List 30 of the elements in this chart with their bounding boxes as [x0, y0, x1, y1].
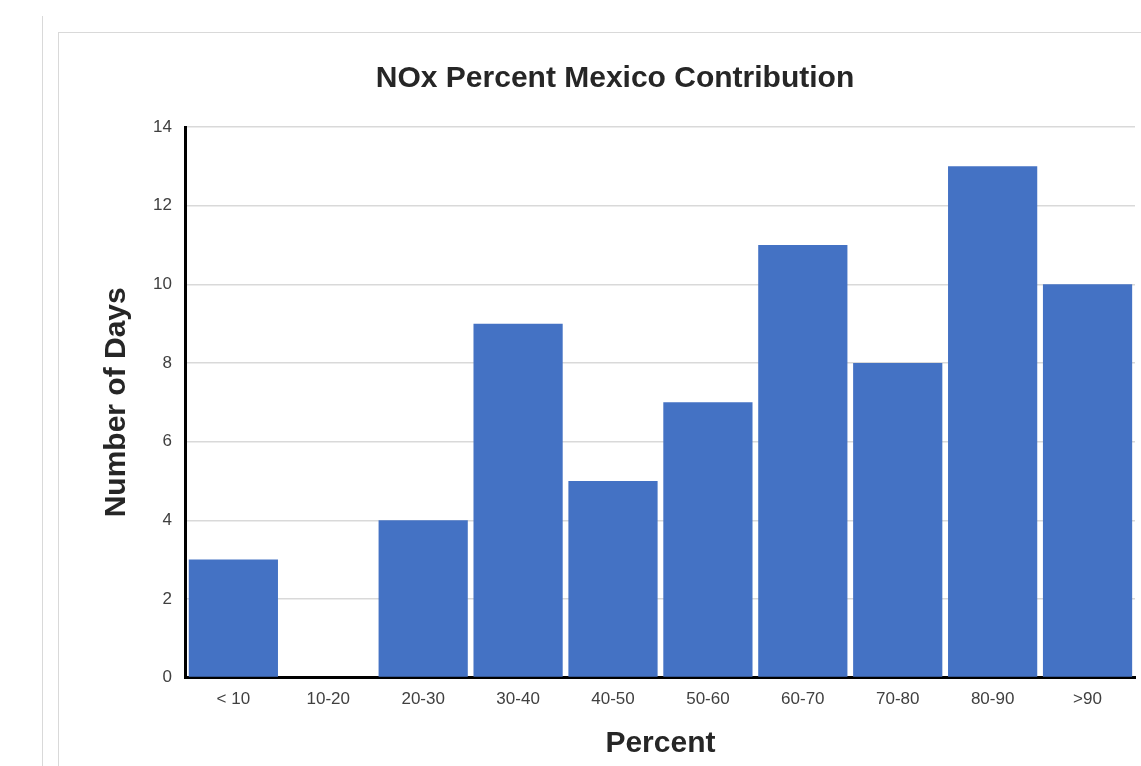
x-tick-label: 60-70 [781, 689, 825, 709]
bar [378, 520, 468, 677]
x-tick-label: < 10 [216, 689, 251, 709]
x-tick-label: 70-80 [875, 689, 920, 709]
y-tick-label: 10 [152, 274, 172, 293]
bar [853, 362, 943, 677]
x-tick-label: 10-20 [306, 689, 351, 709]
x-axis-title: Percent [605, 725, 716, 759]
x-tick-label: 20-30 [401, 689, 445, 709]
bar [758, 244, 848, 677]
bar [948, 166, 1038, 677]
x-tick-label: 50-60 [686, 689, 730, 709]
y-tick-label: 4 [162, 509, 172, 529]
y-tick-label: 12 [152, 195, 172, 215]
y-tick-label: 14 [152, 116, 172, 136]
x-tick-label: 30-40 [496, 689, 540, 709]
chart-title: NOx Percent Mexico Contribution [375, 60, 855, 94]
x-tick-label: 80-90 [970, 689, 1015, 709]
bar [188, 559, 278, 677]
y-tick-label: 0 [162, 667, 172, 687]
y-tick-label: 6 [162, 431, 172, 451]
bar [568, 480, 658, 677]
bar [663, 402, 753, 677]
y-tick-label: 2 [162, 588, 172, 608]
x-tick-label: 40-50 [591, 689, 635, 709]
y-tick-label: 8 [162, 352, 172, 372]
x-tick-label: >90 [1073, 689, 1102, 709]
y-axis-title: Number of Days [98, 287, 132, 518]
bar [1042, 284, 1133, 677]
bar [473, 323, 563, 677]
